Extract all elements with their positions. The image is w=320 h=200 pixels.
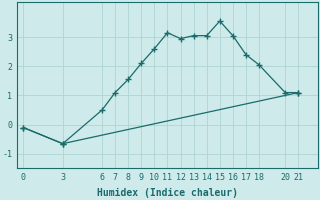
X-axis label: Humidex (Indice chaleur): Humidex (Indice chaleur) [97,188,238,198]
